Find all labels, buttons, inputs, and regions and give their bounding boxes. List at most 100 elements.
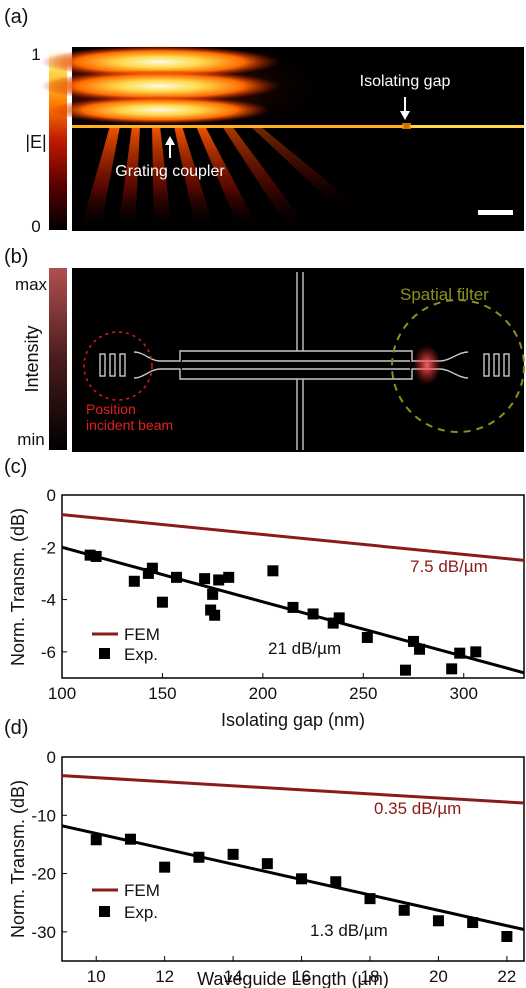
colorbar-a-tick-min: 0 (31, 217, 40, 236)
data-point (209, 609, 221, 621)
data-point (333, 612, 345, 624)
y-tick-label: -10 (31, 806, 56, 825)
plot-d-fem-slope: 0.35 dB/µm (374, 799, 461, 818)
scale-bar (478, 210, 513, 215)
x-tick-label: 200 (249, 684, 277, 703)
field-map: Isolating gap Grating coupler (40, 46, 524, 231)
plot-d: 10 12 14 16 18 20 22 0 -10 -20 -30 (31, 748, 525, 986)
colorbar-b-tick-min: min (17, 430, 44, 449)
panel-c: (c) 100 150 200 250 300 0 -2 -4 -6 Norm. Transm.… (4, 456, 525, 730)
plot-d-frame (61, 756, 525, 962)
fem-line (61, 513, 525, 562)
x-tick-label: 300 (450, 684, 478, 703)
plot-d-legend: FEM Exp. (92, 881, 160, 922)
x-tick-label: 22 (497, 967, 516, 986)
diffraction-ray (80, 126, 120, 231)
incident-beam-label-1: Position (86, 401, 136, 417)
x-tick-label: 16 (292, 967, 311, 986)
plot-d-xlabel: Waveguide Length (µm) (197, 969, 389, 988)
data-point (213, 574, 225, 586)
data-point (199, 573, 211, 585)
isolating-gap-label: Isolating gap (360, 73, 451, 90)
spatial-filter-circle (391, 299, 525, 433)
data-point (501, 931, 513, 943)
data-point (454, 647, 466, 659)
panel-c-label: (c) (4, 456, 27, 478)
y-tick-label: -2 (41, 538, 56, 557)
x-tick-label: 150 (148, 684, 176, 703)
panel-d: (d) 10 12 14 16 18 20 22 0 -10 -20 -30 Norm. Trans… (4, 717, 525, 988)
x-tick-label: 12 (155, 967, 174, 986)
diffraction-ray (174, 126, 215, 231)
field-lobe (40, 46, 280, 78)
data-point (327, 617, 339, 629)
data-point (398, 904, 410, 916)
data-point (364, 893, 376, 905)
grating-coupler-label: Grating coupler (115, 163, 225, 180)
x-tick-label: 250 (349, 684, 377, 703)
y-tick-label: -4 (41, 591, 56, 610)
legend-exp-marker (99, 648, 110, 659)
fem-line (61, 774, 525, 805)
data-point (399, 664, 411, 676)
plot-c-ylabel: Norm. Transm. (dB) (8, 508, 28, 666)
y-tick-label: 0 (47, 748, 56, 767)
data-point (227, 848, 239, 860)
diffraction-ray (196, 126, 260, 231)
panel-a-label: (a) (4, 6, 28, 28)
diffraction-ray (222, 126, 310, 231)
diffraction-ray (250, 126, 350, 210)
data-point (446, 663, 458, 675)
plot-c-exp-slope: 21 dB/µm (268, 639, 341, 658)
waveguide-right (409, 125, 524, 128)
field-lobe (40, 70, 280, 102)
data-point (128, 575, 140, 587)
intensity-image: Spatial filter Position incident beam (72, 268, 525, 452)
diffraction-ray (118, 126, 140, 231)
data-point (467, 917, 479, 929)
legend-exp-marker (99, 906, 110, 917)
diffraction-ray (152, 126, 172, 231)
data-point (90, 834, 102, 846)
spatial-filter-label: Spatial filter (400, 285, 489, 304)
legend-exp-label: Exp. (124, 645, 158, 664)
field-lobe (50, 96, 270, 124)
panel-a: (a) 1 0 |E| Isolating gap Gratin (4, 6, 524, 236)
data-point (287, 601, 299, 613)
data-point (414, 643, 426, 655)
data-point (330, 876, 342, 888)
y-tick-label: -30 (31, 923, 56, 942)
plot-c-xlabel: Isolating gap (nm) (221, 710, 365, 730)
data-point (207, 588, 219, 600)
colorbar-a-tick-max: 1 (31, 45, 40, 64)
data-point (361, 631, 373, 643)
legend-exp-label: Exp. (124, 903, 158, 922)
incident-beam-label-2: incident beam (86, 417, 173, 433)
data-point (223, 571, 235, 583)
panel-d-label: (d) (4, 717, 28, 739)
data-point (159, 861, 171, 873)
plot-d-ylabel: Norm. Transm. (dB) (8, 780, 28, 938)
incident-beam-circle (83, 331, 153, 401)
fit-line (61, 824, 525, 931)
data-point (470, 646, 482, 658)
y-tick-label: -6 (41, 643, 56, 662)
data-point (261, 858, 273, 870)
legend-fem-label: FEM (124, 881, 160, 900)
plot-c-fem-slope: 7.5 dB/µm (410, 557, 488, 576)
panel-b: (b) max min Intensity Spatia (4, 246, 525, 452)
y-tick-label: -20 (31, 865, 56, 884)
plot-c: 100 150 200 250 300 0 -2 -4 -6 (41, 486, 525, 703)
x-tick-label: 14 (224, 967, 243, 986)
colorbar-b (49, 268, 67, 450)
data-point (432, 915, 444, 927)
y-tick-label: 0 (47, 486, 56, 505)
data-point (156, 596, 168, 608)
colorbar-a-label: |E| (25, 132, 46, 152)
data-point (124, 833, 136, 845)
panel-b-label: (b) (4, 246, 28, 268)
x-tick-label: 100 (48, 684, 76, 703)
fit-line (61, 545, 525, 675)
legend-fem-label: FEM (124, 625, 160, 644)
